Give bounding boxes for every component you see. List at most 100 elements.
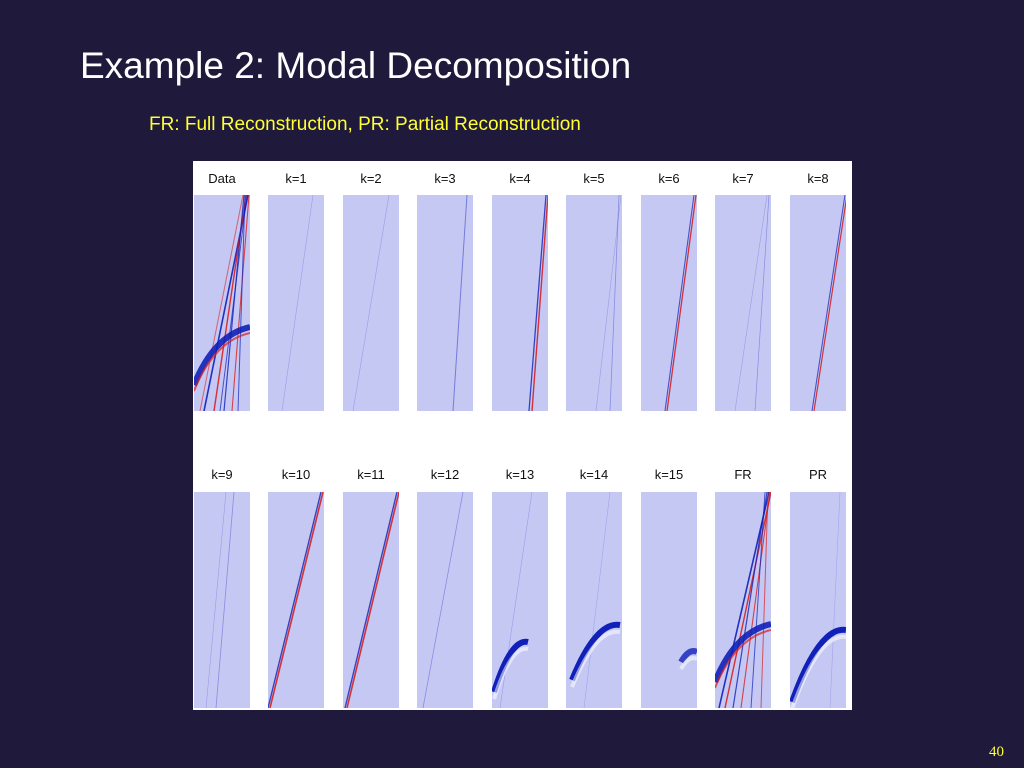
- panel-label: k=11: [357, 467, 385, 482]
- wavefront-line: [219, 195, 248, 411]
- seismic-panel: [343, 492, 399, 708]
- seismic-plot: [422, 492, 464, 708]
- seismic-panel: [715, 492, 771, 708]
- panel-label: k=12: [430, 467, 460, 482]
- wavefront-line: [734, 195, 768, 411]
- hyperbolic-event-halo: [570, 629, 621, 688]
- panel-label: PR: [808, 467, 828, 482]
- seismic-panel: [417, 492, 473, 708]
- wavefront-line: [813, 197, 846, 411]
- wavefront-line: [422, 492, 464, 708]
- hyperbolic-event-halo: [679, 656, 697, 671]
- seismic-panel: [343, 195, 399, 411]
- seismic-panel: [641, 195, 697, 411]
- panel-label: k=3: [434, 171, 456, 186]
- wavefront-line: [452, 195, 468, 411]
- panel-label: k=10: [281, 467, 311, 482]
- panel-label: k=9: [211, 467, 233, 482]
- panel-label: k=15: [654, 467, 684, 482]
- wavefront-line: [740, 492, 771, 708]
- seismic-plot: [678, 648, 697, 671]
- panel-label: k=8: [807, 171, 829, 186]
- hyperbolic-event-halo: [492, 646, 529, 700]
- hyperbolic-event: [492, 638, 529, 693]
- seismic-plot: [664, 195, 697, 411]
- wavefront-line: [352, 195, 390, 411]
- wavefront-line: [718, 492, 770, 708]
- hyperbolic-event: [194, 332, 250, 392]
- wavefront-line: [760, 492, 769, 708]
- seismic-panel: [492, 195, 548, 411]
- wavefront-line: [664, 195, 695, 411]
- seismic-plot: [528, 195, 548, 411]
- seismic-panel: [790, 195, 846, 411]
- panel-label: k=14: [579, 467, 609, 482]
- wavefront-line: [609, 195, 620, 411]
- slide-subtitle: FR: Full Reconstruction, PR: Partial Rec…: [149, 114, 581, 135]
- wavefront-line: [215, 492, 235, 708]
- seismic-plot: [281, 195, 314, 411]
- hyperbolic-event: [790, 626, 846, 704]
- decomposition-figure: Data k=1 k=2 k=3 k=4 k=5 k=6 k=7 k=8 k=9 k=10 k=11 k…: [193, 161, 852, 710]
- panel-label: k=4: [509, 171, 531, 186]
- wavefront-line: [269, 492, 324, 708]
- seismic-plot: [205, 492, 235, 708]
- panel-label: FR: [734, 467, 752, 482]
- panel-label: k=5: [583, 171, 605, 186]
- panel-label: k=13: [505, 467, 535, 482]
- wavefront-line: [528, 195, 547, 411]
- seismic-plot: [352, 195, 390, 411]
- wavefront-line: [231, 195, 250, 411]
- panel-label: k=6: [658, 171, 680, 186]
- wavefront-line: [583, 492, 611, 708]
- seismic-panel: [641, 492, 697, 708]
- seismic-plot: [194, 195, 250, 411]
- slide-title: Example 2: Modal Decomposition: [80, 45, 632, 86]
- wavefront-line: [724, 492, 771, 708]
- wavefront-line: [346, 492, 399, 708]
- hyperbolic-event: [194, 324, 250, 387]
- wavefront-line: [829, 492, 841, 708]
- panel-label: Data: [208, 171, 236, 186]
- wavefront-line: [281, 195, 314, 411]
- seismic-plot: [811, 195, 846, 411]
- seismic-panel: [790, 492, 846, 708]
- wavefront-line: [754, 195, 770, 411]
- seismic-plot: [734, 195, 770, 411]
- page-number: 40: [989, 744, 1004, 760]
- seismic-plot: [452, 195, 468, 411]
- seismic-panel: [194, 195, 250, 411]
- panel-label: k=7: [732, 171, 754, 186]
- seismic-panel: [492, 492, 548, 708]
- seismic-plot: [790, 492, 846, 708]
- seismic-plot: [595, 195, 622, 411]
- hyperbolic-event: [678, 648, 697, 664]
- hyperbolic-event-halo: [790, 634, 846, 708]
- wavefront-line: [595, 195, 622, 411]
- seismic-panel: [566, 195, 622, 411]
- wavefront-line: [237, 195, 246, 411]
- seismic-plot: [268, 492, 324, 708]
- wavefront-line: [344, 492, 398, 708]
- seismic-plot: [492, 492, 533, 708]
- wavefront-line: [666, 195, 697, 411]
- wavefront-line: [811, 195, 846, 411]
- wavefront-line: [499, 492, 533, 708]
- seismic-plot: [715, 492, 771, 708]
- panel-label: k=2: [360, 171, 382, 186]
- wavefront-line: [205, 492, 227, 708]
- seismic-panel: [715, 195, 771, 411]
- wavefront-line: [732, 492, 768, 708]
- wavefront-line: [199, 195, 244, 411]
- wavefront-line: [531, 195, 548, 411]
- hyperbolic-event: [569, 621, 621, 682]
- seismic-panel: [194, 492, 250, 708]
- seismic-plot: [344, 492, 399, 708]
- wavefront-line: [750, 492, 766, 708]
- seismic-panel: [566, 492, 622, 708]
- seismic-panel: [268, 195, 324, 411]
- hyperbolic-event: [715, 621, 771, 684]
- wavefront-line: [268, 492, 322, 708]
- panel-label: k=1: [285, 171, 307, 186]
- seismic-plot: [569, 492, 621, 708]
